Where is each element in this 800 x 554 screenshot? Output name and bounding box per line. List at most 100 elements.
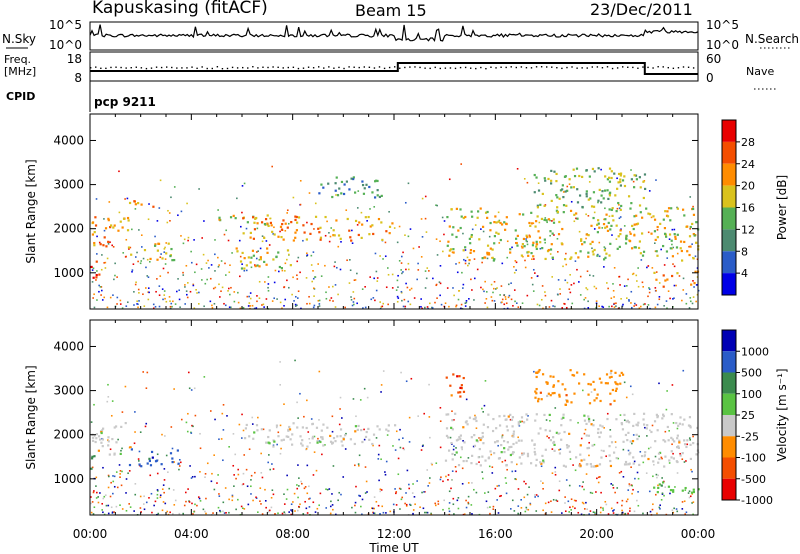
echo-cell	[465, 459, 468, 463]
noise-cell	[431, 463, 433, 466]
cpid-label: CPID	[6, 90, 35, 103]
noise-cell	[408, 268, 410, 271]
echo-cell	[294, 218, 297, 222]
nave-dot	[343, 67, 345, 70]
noise-cell	[377, 453, 380, 456]
echo-cell	[468, 258, 471, 262]
echo-cell	[535, 240, 538, 243]
nave-dot	[115, 66, 117, 68]
echo-cell	[484, 459, 487, 462]
noise-cell	[625, 396, 628, 399]
echo-cell	[610, 441, 614, 444]
noise-cell	[540, 298, 543, 301]
echo-cell	[568, 432, 571, 435]
noise-cell	[159, 179, 162, 182]
nave-dot	[424, 67, 426, 69]
noise-cell	[121, 447, 123, 450]
noise-cell	[125, 478, 128, 480]
echo-cell	[306, 445, 309, 448]
noise-cell	[618, 207, 621, 210]
nave-dot	[373, 67, 376, 69]
noise-cell	[657, 484, 659, 487]
noise-cell	[96, 299, 98, 301]
noise-cell	[464, 249, 467, 251]
noise-cell	[299, 203, 302, 206]
echo-cell	[604, 218, 607, 221]
echo-cell	[664, 279, 667, 282]
echo-cell	[565, 394, 568, 397]
echo-cell	[688, 253, 691, 257]
noise-cell	[672, 511, 675, 514]
noise-cell	[90, 421, 93, 423]
noise-cell	[134, 208, 137, 210]
noise-cell	[633, 460, 636, 463]
noise-cell	[404, 201, 407, 204]
noise-cell	[138, 450, 141, 453]
echo-cell	[528, 221, 531, 225]
echo-cell	[615, 387, 618, 390]
echo-cell	[565, 444, 569, 447]
noise-cell	[564, 303, 566, 305]
noise-cell	[168, 212, 171, 214]
noise-cell	[582, 481, 584, 483]
echo-cell	[171, 457, 174, 460]
noise-cell	[154, 235, 156, 238]
echo-cell	[688, 235, 692, 238]
noise-cell	[526, 240, 529, 243]
echo-cell	[583, 414, 586, 417]
noise-cell	[642, 512, 644, 515]
noise-cell	[453, 445, 455, 448]
noise-cell	[161, 509, 164, 512]
echo-cell	[280, 439, 283, 442]
noise-cell	[464, 262, 467, 265]
noise-cell	[148, 497, 150, 499]
noise-cell	[312, 474, 315, 476]
echo-cell	[548, 429, 552, 432]
echo-cell	[360, 236, 363, 240]
noise-cell	[201, 279, 203, 281]
noise-cell	[658, 382, 660, 385]
noise-cell	[356, 207, 359, 209]
noise-cell	[267, 276, 270, 278]
echo-cell	[334, 189, 337, 192]
noise-cell	[528, 486, 530, 489]
echo-cell	[266, 214, 269, 217]
noise-cell	[598, 241, 601, 244]
echo-cell	[534, 390, 537, 393]
nsky-trace	[89, 24, 699, 43]
noise-cell	[105, 504, 108, 507]
noise-cell	[203, 305, 205, 308]
noise-cell	[541, 285, 544, 287]
noise-cell	[163, 248, 166, 250]
noise-cell	[354, 279, 357, 281]
echo-cell	[580, 459, 583, 462]
echo-cell	[305, 426, 308, 430]
noise-cell	[412, 483, 414, 485]
noise-cell	[515, 302, 518, 305]
noise-cell	[134, 411, 136, 413]
noise-cell	[578, 463, 581, 465]
noise-cell	[95, 198, 98, 200]
noise-cell	[531, 283, 534, 286]
noise-cell	[174, 303, 177, 305]
noise-cell	[109, 241, 111, 243]
noise-cell	[513, 510, 516, 512]
noise-cell	[488, 235, 491, 238]
echo-cell	[564, 190, 567, 193]
noise-cell	[450, 487, 452, 490]
noise-cell	[131, 270, 133, 273]
echo-cell	[612, 219, 615, 222]
echo-cell	[314, 215, 318, 218]
noise-cell	[304, 486, 307, 488]
noise-cell	[217, 265, 220, 268]
noise-cell	[651, 267, 654, 269]
nave-label: Nave	[746, 65, 774, 78]
echo-cell	[605, 213, 608, 216]
echo-cell	[292, 422, 295, 425]
noise-cell	[587, 300, 589, 303]
echo-cell	[100, 431, 103, 435]
noise-cell	[134, 283, 137, 286]
echo-cell	[113, 426, 116, 429]
echo-cell	[375, 179, 378, 182]
noise-cell	[577, 511, 580, 514]
